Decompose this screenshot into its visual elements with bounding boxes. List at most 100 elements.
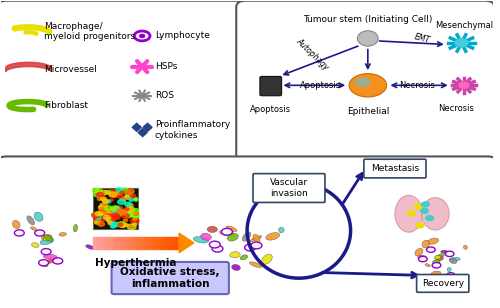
Circle shape [446, 251, 454, 257]
Circle shape [114, 206, 123, 211]
Ellipse shape [27, 216, 34, 225]
Circle shape [251, 242, 262, 249]
Polygon shape [152, 237, 155, 249]
Circle shape [134, 213, 138, 215]
Polygon shape [172, 237, 176, 249]
Circle shape [140, 34, 144, 38]
Circle shape [103, 202, 108, 205]
Ellipse shape [39, 262, 48, 267]
Circle shape [408, 211, 416, 216]
Polygon shape [176, 237, 179, 249]
Polygon shape [138, 237, 141, 249]
Ellipse shape [32, 243, 39, 248]
Polygon shape [132, 123, 141, 131]
Ellipse shape [45, 259, 54, 263]
Circle shape [96, 212, 102, 216]
Circle shape [94, 192, 102, 197]
Ellipse shape [59, 233, 66, 236]
Circle shape [104, 217, 111, 221]
Circle shape [108, 209, 116, 214]
Polygon shape [148, 237, 152, 249]
Circle shape [112, 215, 120, 219]
Circle shape [128, 210, 134, 214]
Circle shape [118, 222, 126, 227]
Circle shape [432, 263, 441, 268]
Circle shape [92, 189, 99, 193]
Circle shape [41, 249, 51, 255]
Circle shape [123, 197, 127, 199]
Ellipse shape [432, 271, 441, 275]
Polygon shape [134, 237, 138, 249]
Circle shape [112, 218, 116, 221]
Text: Metastasis: Metastasis [371, 164, 419, 173]
Circle shape [118, 210, 127, 215]
Circle shape [98, 206, 103, 209]
Circle shape [109, 192, 117, 197]
Circle shape [92, 212, 100, 217]
Circle shape [124, 208, 129, 211]
Polygon shape [118, 237, 121, 249]
Ellipse shape [450, 258, 457, 264]
Ellipse shape [418, 255, 427, 260]
Circle shape [117, 209, 123, 213]
Circle shape [126, 207, 132, 211]
Polygon shape [155, 237, 158, 249]
Polygon shape [128, 237, 131, 249]
Ellipse shape [240, 255, 248, 260]
Ellipse shape [432, 260, 440, 265]
Circle shape [111, 213, 119, 218]
Ellipse shape [43, 237, 51, 241]
Circle shape [113, 211, 118, 214]
Circle shape [104, 206, 112, 211]
Circle shape [130, 194, 136, 197]
Circle shape [134, 31, 150, 41]
Circle shape [210, 241, 220, 248]
Circle shape [100, 190, 107, 195]
Circle shape [126, 189, 134, 194]
Text: ROS: ROS [155, 91, 174, 100]
Polygon shape [179, 233, 194, 253]
Polygon shape [124, 237, 128, 249]
Text: Microvessel: Microvessel [44, 65, 97, 74]
FancyBboxPatch shape [112, 262, 229, 294]
Ellipse shape [440, 250, 447, 253]
Polygon shape [166, 237, 169, 249]
Polygon shape [158, 237, 162, 249]
Ellipse shape [422, 240, 430, 248]
Circle shape [98, 222, 104, 226]
Circle shape [126, 212, 134, 217]
Ellipse shape [447, 267, 452, 272]
Polygon shape [114, 237, 117, 249]
Circle shape [124, 224, 128, 226]
Circle shape [122, 213, 129, 218]
Circle shape [426, 216, 434, 221]
Polygon shape [142, 237, 145, 249]
Ellipse shape [425, 264, 430, 267]
Circle shape [138, 94, 145, 98]
Circle shape [120, 223, 124, 226]
Ellipse shape [435, 253, 446, 259]
Circle shape [124, 210, 130, 214]
Circle shape [53, 258, 62, 264]
Circle shape [102, 197, 107, 201]
Circle shape [422, 202, 430, 207]
Text: Apoptosis: Apoptosis [250, 105, 292, 114]
Circle shape [124, 202, 132, 206]
FancyBboxPatch shape [253, 174, 325, 202]
Ellipse shape [40, 238, 54, 245]
Ellipse shape [207, 226, 218, 233]
Circle shape [108, 189, 117, 195]
Ellipse shape [219, 230, 234, 236]
Text: Apoptosis: Apoptosis [300, 81, 341, 90]
Circle shape [124, 219, 128, 221]
Polygon shape [100, 237, 103, 249]
Circle shape [126, 215, 130, 218]
Circle shape [104, 215, 110, 219]
Text: Vascular
invasion: Vascular invasion [270, 178, 308, 198]
Circle shape [124, 209, 130, 212]
Ellipse shape [43, 254, 57, 259]
Ellipse shape [415, 248, 423, 256]
Circle shape [98, 197, 102, 201]
Ellipse shape [34, 212, 43, 221]
Circle shape [134, 216, 138, 219]
